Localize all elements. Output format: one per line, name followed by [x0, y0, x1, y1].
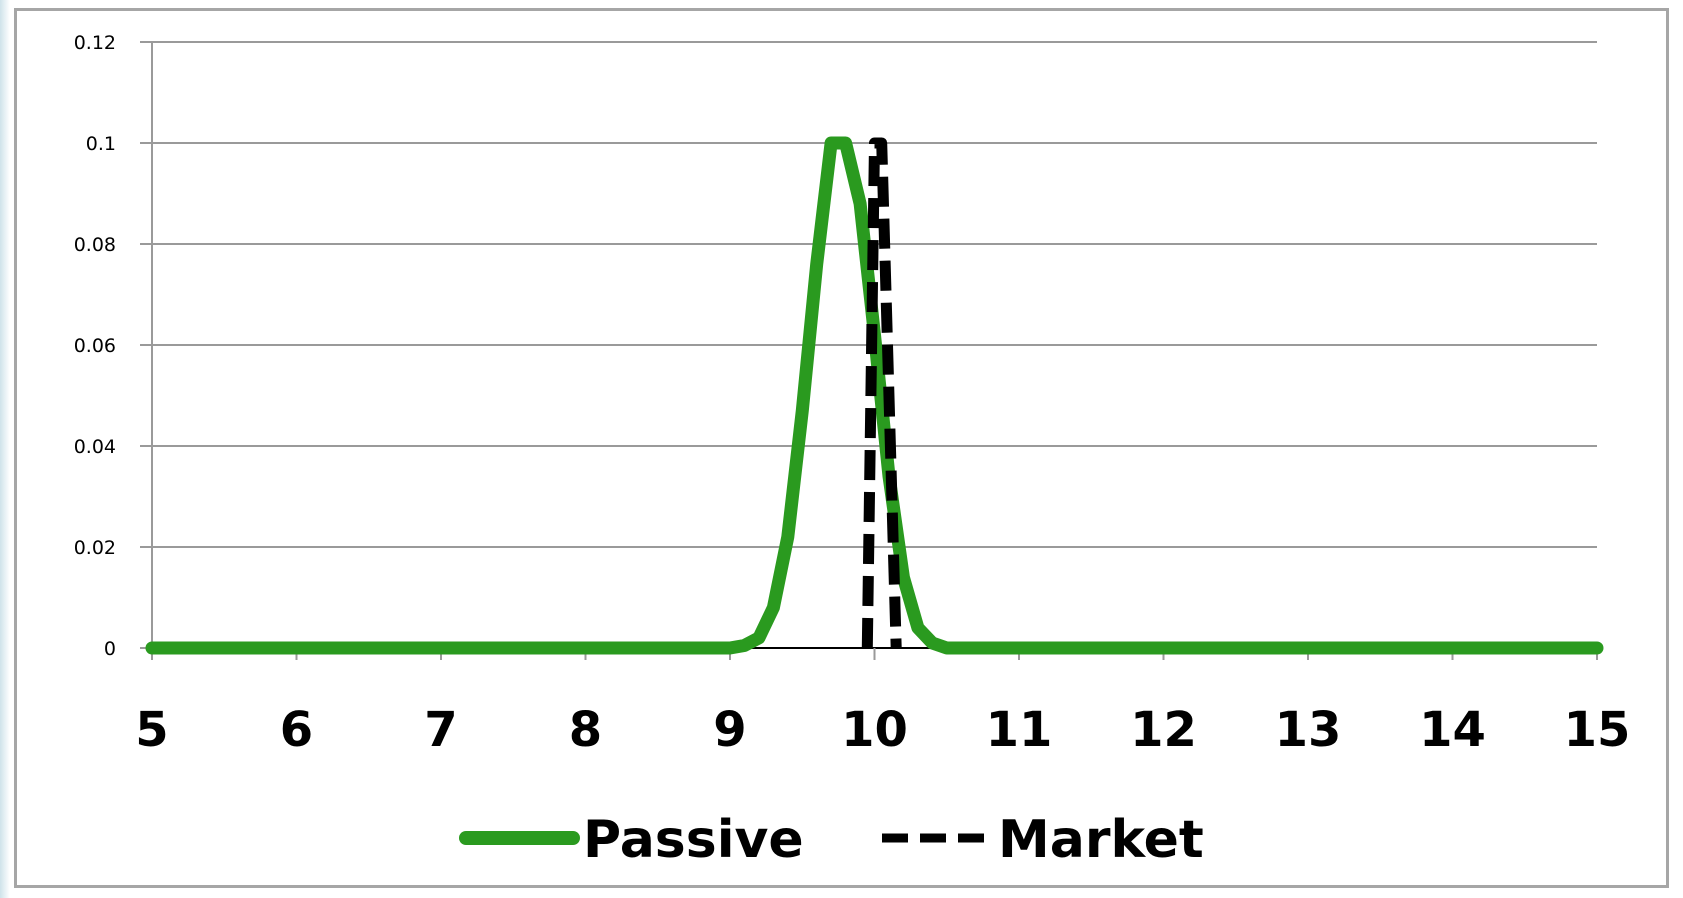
y-tick-label-0: 0	[104, 638, 116, 660]
x-tick-label-6: 11	[986, 702, 1053, 758]
series-lines	[145, 136, 1604, 655]
legend-passive-label: Passive	[583, 810, 804, 870]
y-tick-label-4: 0.08	[74, 234, 116, 256]
y-tick-label-6: 0.12	[74, 32, 116, 54]
left-edge-shade	[0, 0, 10, 898]
legend: Passive Market	[459, 810, 1204, 870]
y-tick-label-3: 0.06	[74, 335, 116, 357]
x-tick-label-3: 8	[569, 702, 602, 758]
x-tick-label-4: 9	[713, 702, 746, 758]
x-tick-label-9: 14	[1419, 702, 1486, 758]
y-tick-label-2: 0.04	[74, 436, 116, 458]
x-tick-label-0: 5	[135, 702, 168, 758]
legend-market-label: Market	[998, 810, 1204, 870]
x-tick-label-5: 10	[841, 702, 908, 758]
x-tick-label-10: 15	[1564, 702, 1631, 758]
chart-frame	[14, 8, 1669, 888]
series-line-market	[861, 137, 902, 649]
x-axis-ticks: 5 6 7 8 9 10 11 12 13 14 15	[135, 648, 1630, 758]
y-tick-label-1: 0.02	[74, 537, 116, 559]
y-tick-label-5: 0.1	[86, 133, 116, 155]
y-axis-ticks: 0 0.02 0.04 0.06 0.08 0.1 0.12	[74, 32, 152, 660]
x-tick-label-8: 13	[1275, 702, 1342, 758]
series-line-passive	[145, 136, 1604, 655]
x-tick-label-1: 6	[280, 702, 313, 758]
x-tick-label-2: 7	[424, 702, 457, 758]
x-tick-label-7: 12	[1130, 702, 1197, 758]
